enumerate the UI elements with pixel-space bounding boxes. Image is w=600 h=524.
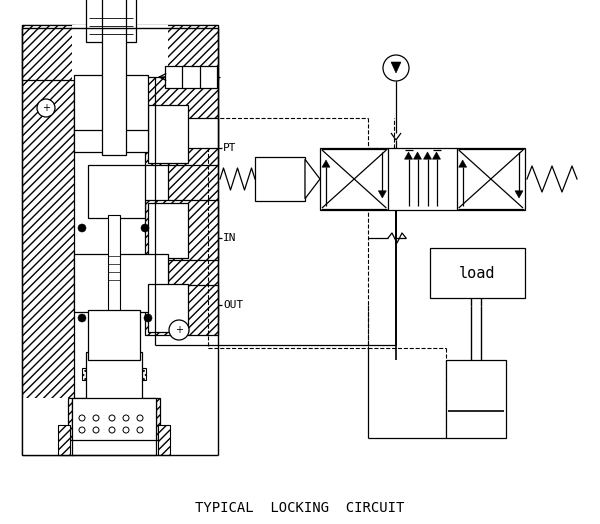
Circle shape bbox=[137, 415, 143, 421]
Bar bbox=[145, 200, 218, 260]
Bar bbox=[22, 25, 218, 80]
Polygon shape bbox=[413, 152, 421, 159]
Bar bbox=[58, 425, 70, 455]
Polygon shape bbox=[305, 159, 320, 199]
Bar bbox=[22, 398, 218, 455]
Bar bbox=[168, 25, 218, 320]
Text: TYPICAL  LOCKING  CIRCUIT: TYPICAL LOCKING CIRCUIT bbox=[196, 501, 404, 515]
Bar bbox=[88, 165, 145, 218]
Bar bbox=[82, 368, 146, 380]
Circle shape bbox=[109, 427, 115, 433]
Bar bbox=[148, 284, 188, 332]
Bar bbox=[148, 105, 188, 163]
Circle shape bbox=[109, 415, 115, 421]
Text: load: load bbox=[459, 266, 496, 280]
Bar bbox=[86, 352, 142, 400]
Bar bbox=[430, 248, 525, 298]
Bar bbox=[68, 398, 160, 440]
Bar bbox=[86, 0, 136, 42]
Bar bbox=[88, 310, 140, 360]
Text: IN: IN bbox=[223, 233, 236, 243]
Bar bbox=[22, 25, 74, 455]
Circle shape bbox=[144, 314, 152, 322]
Circle shape bbox=[169, 320, 189, 340]
Bar bbox=[165, 66, 217, 88]
Circle shape bbox=[123, 427, 129, 433]
Circle shape bbox=[141, 224, 149, 232]
Circle shape bbox=[383, 55, 409, 81]
Polygon shape bbox=[458, 160, 467, 167]
Polygon shape bbox=[424, 152, 431, 159]
Circle shape bbox=[93, 415, 99, 421]
Bar bbox=[158, 425, 170, 455]
Bar bbox=[148, 203, 188, 258]
Polygon shape bbox=[433, 152, 440, 159]
Circle shape bbox=[37, 99, 55, 117]
Text: +: + bbox=[175, 325, 183, 335]
Circle shape bbox=[79, 427, 85, 433]
Text: OUT: OUT bbox=[223, 300, 243, 310]
Circle shape bbox=[78, 314, 86, 322]
Bar bbox=[145, 118, 218, 148]
Circle shape bbox=[93, 427, 99, 433]
Bar bbox=[320, 148, 525, 210]
Polygon shape bbox=[379, 191, 386, 198]
Bar bbox=[74, 254, 168, 312]
Circle shape bbox=[78, 224, 86, 232]
Bar bbox=[108, 215, 120, 345]
Polygon shape bbox=[322, 160, 330, 167]
Bar bbox=[255, 157, 305, 201]
Polygon shape bbox=[515, 191, 523, 198]
Bar bbox=[145, 77, 218, 165]
Circle shape bbox=[79, 415, 85, 421]
Bar bbox=[72, 400, 156, 455]
Text: PT: PT bbox=[223, 143, 236, 153]
Bar bbox=[72, 25, 168, 80]
Circle shape bbox=[137, 427, 143, 433]
Bar bbox=[102, 0, 126, 155]
Polygon shape bbox=[404, 152, 413, 159]
Text: +: + bbox=[42, 103, 50, 113]
Bar bbox=[446, 360, 506, 438]
Bar bbox=[74, 75, 148, 152]
Circle shape bbox=[123, 415, 129, 421]
Polygon shape bbox=[391, 62, 401, 73]
Bar bbox=[72, 398, 156, 440]
Bar bbox=[145, 285, 218, 335]
